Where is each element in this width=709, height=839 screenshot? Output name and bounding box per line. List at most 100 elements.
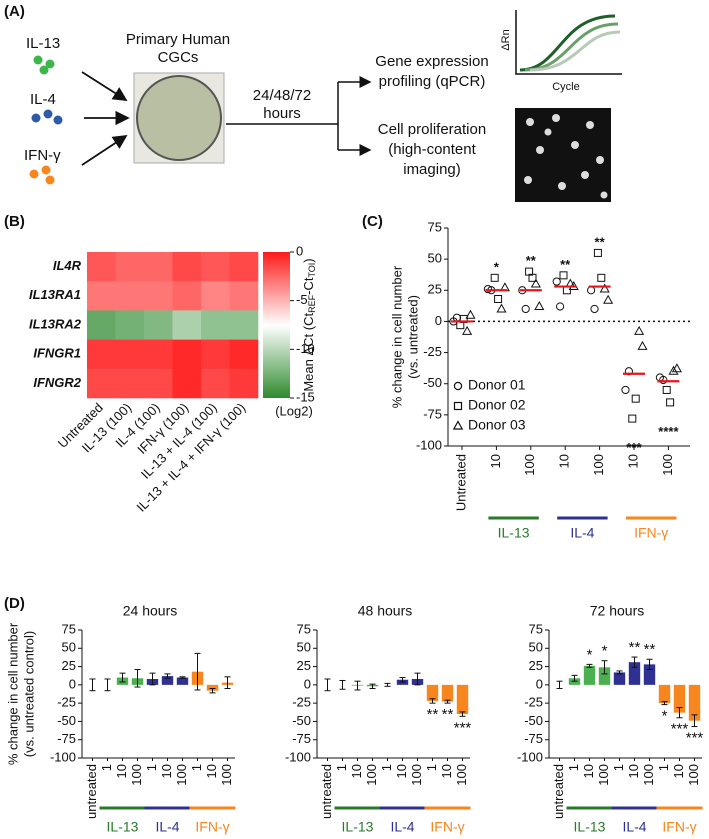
colorbar-tick-label: -10 (296, 341, 315, 356)
point (462, 325, 473, 335)
cells-label: CGCs (158, 49, 199, 66)
output-label: (high-content (388, 141, 476, 158)
significance: ** (595, 234, 606, 249)
x-tick-label: 10 (581, 764, 596, 778)
y-tick-label: 75 (297, 621, 311, 636)
bar (206, 684, 219, 691)
point (597, 273, 606, 282)
x-tick-label: 1 (424, 764, 439, 771)
y-tick-label: -50 (423, 375, 442, 390)
heat-cell (144, 368, 173, 399)
cytokine-label: IFN-γ (24, 147, 61, 164)
colorbar-tick-label: -5 (296, 292, 308, 307)
legend-label: Donor 03 (468, 417, 526, 433)
bar (426, 684, 439, 701)
output-label: profiling (qPCR) (379, 73, 486, 90)
y-tick-label: 0 (69, 676, 76, 691)
bar (583, 665, 596, 685)
heat-cell (172, 339, 202, 370)
point (628, 414, 637, 423)
x-tick-label: 100 (219, 764, 234, 786)
point (530, 278, 541, 288)
heat-cell (115, 310, 145, 340)
y-axis-label: (vs. untreated control) (21, 631, 36, 757)
point (666, 398, 675, 407)
significance: *** (671, 721, 689, 738)
branch (226, 76, 372, 156)
x-tick-label: 10 (625, 454, 640, 468)
y-tick-label: -50 (57, 713, 76, 728)
cells-image (136, 75, 222, 161)
point (556, 302, 565, 311)
point (483, 284, 492, 294)
y-axis-label: % change in cell number (5, 622, 20, 765)
row-label: IL13RA1 (29, 287, 81, 302)
colorbar-unit: (Log2) (275, 403, 313, 418)
y-tick-label: 75 (529, 621, 543, 636)
x-tick-label: 100 (364, 764, 379, 786)
point (603, 294, 614, 304)
significance: ** (560, 257, 571, 272)
axis-label: Cycle (552, 81, 580, 93)
y-tick-label: -25 (57, 695, 76, 710)
x-tick-label: 1 (656, 764, 671, 771)
colorbar-tick-label: -15 (296, 389, 315, 404)
group-label: IL-13 (342, 819, 374, 835)
point (634, 325, 645, 335)
legend-marker (453, 381, 463, 391)
cytokine-label: IL-4 (30, 91, 56, 108)
y-tick-label: -100 (416, 437, 442, 452)
y-tick-label: -50 (524, 713, 543, 728)
point (559, 271, 568, 280)
time-label: hours (263, 105, 301, 122)
heat-cell (201, 368, 230, 399)
point (659, 375, 668, 385)
heat-cell (201, 339, 230, 370)
bar (643, 664, 656, 685)
y-tick-label: -100 (285, 749, 311, 764)
y-tick-label: -100 (50, 749, 76, 764)
heat-cell (229, 339, 259, 370)
significance: **** (658, 424, 679, 439)
group-label: IL-13 (498, 525, 530, 541)
heat-cell (172, 281, 202, 311)
bar (613, 672, 626, 685)
x-tick-label: 10 (557, 454, 572, 468)
point (590, 304, 599, 314)
point (624, 367, 634, 376)
point (587, 286, 596, 295)
chart-title: 72 hours (590, 603, 644, 619)
y-tick-label: 50 (529, 640, 543, 655)
significance: ** (526, 253, 537, 268)
y-axis-label: (vs. untreated) (405, 295, 420, 379)
output-label: Gene expression (375, 53, 488, 70)
significance: ** (629, 639, 641, 656)
y-tick-label: -75 (292, 731, 311, 746)
panel-label: (A) (4, 3, 25, 20)
y-tick-label: -75 (524, 731, 543, 746)
y-tick-label: 25 (297, 658, 311, 673)
output-label: imaging) (403, 161, 461, 178)
heat-cell (201, 281, 230, 311)
group-label: IL-4 (622, 819, 646, 835)
legend-marker (452, 420, 464, 430)
x-tick-label: 100 (660, 454, 675, 476)
x-tick-label: 1 (379, 764, 394, 771)
dots (31, 109, 63, 125)
y-tick-label: -100 (517, 749, 543, 764)
y-tick-label: 0 (536, 676, 543, 691)
heat-cell (172, 252, 202, 282)
label-part: ) (301, 258, 316, 262)
time-label: 24/48/72 (253, 87, 311, 104)
y-tick-label: 25 (62, 658, 76, 673)
heat-cell (115, 339, 145, 370)
x-tick-label: 100 (129, 764, 144, 786)
panel-label: (C) (362, 213, 383, 230)
label-part: TOI (307, 263, 317, 278)
x-tick-label: 10 (204, 764, 219, 778)
bar (628, 662, 641, 685)
dots (33, 55, 55, 75)
point (528, 273, 537, 282)
significance: * (587, 646, 593, 663)
y-tick-label: 0 (435, 313, 442, 328)
